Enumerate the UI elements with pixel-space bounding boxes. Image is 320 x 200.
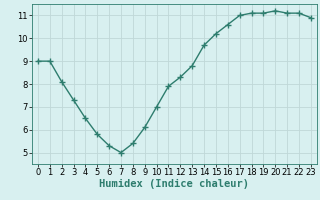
X-axis label: Humidex (Indice chaleur): Humidex (Indice chaleur) — [100, 179, 249, 189]
